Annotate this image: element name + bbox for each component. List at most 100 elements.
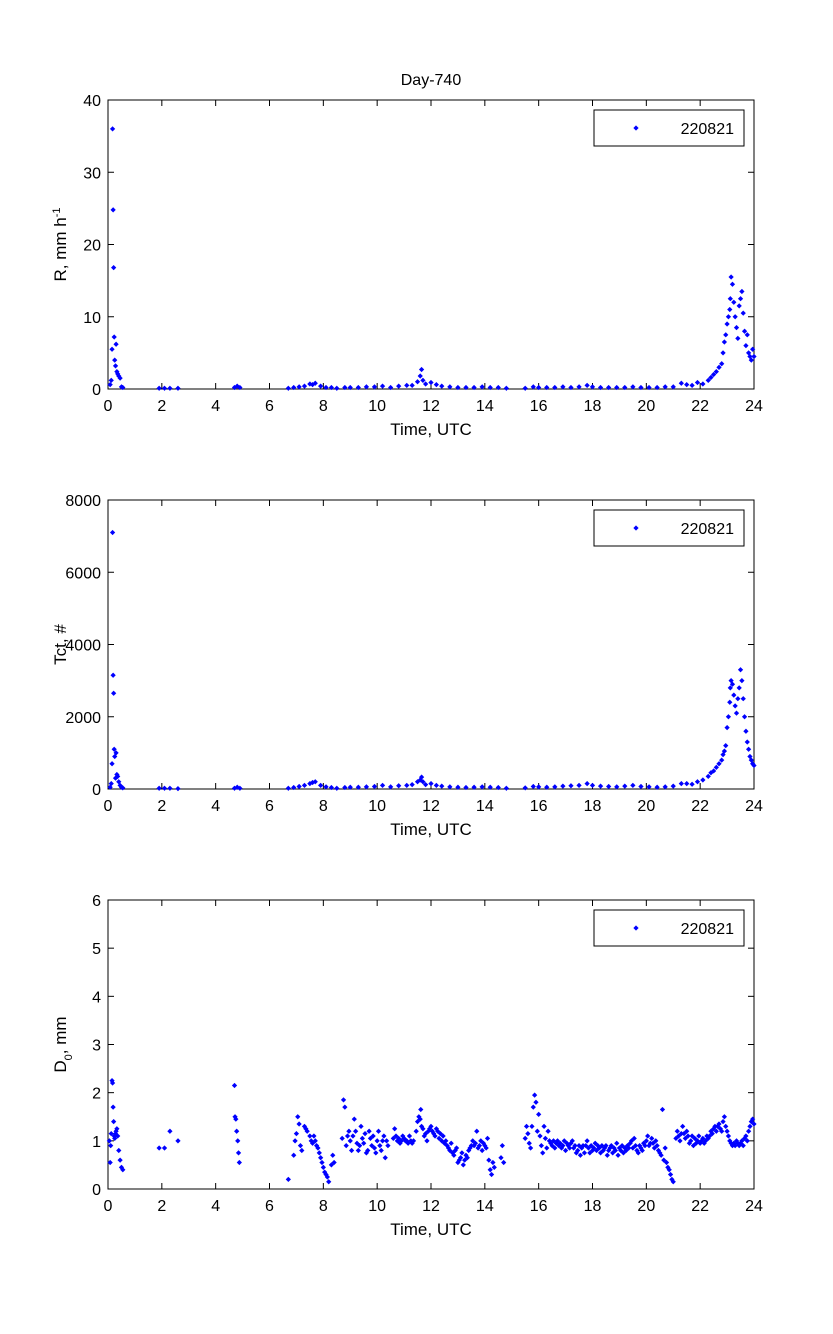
data-point — [293, 1130, 300, 1137]
data-point — [428, 1123, 434, 1130]
y-tick-label: 0 — [92, 782, 101, 799]
data-point — [736, 303, 742, 309]
data-point — [642, 1143, 648, 1149]
data-point — [115, 773, 121, 779]
data-point — [612, 1147, 619, 1154]
data-point — [614, 384, 620, 391]
data-point — [443, 1138, 449, 1144]
data-point — [659, 1106, 666, 1113]
data-point — [527, 1145, 534, 1151]
data-point — [377, 1143, 383, 1149]
data-point — [320, 1164, 326, 1170]
data-point — [700, 1135, 706, 1142]
data-point — [369, 1143, 375, 1149]
data-point — [529, 1123, 535, 1130]
x-tick-label: 22 — [691, 1198, 709, 1215]
data-point — [339, 1135, 345, 1142]
data-point — [747, 353, 753, 360]
data-point — [654, 384, 660, 391]
data-point — [544, 384, 550, 391]
data-point — [326, 1179, 332, 1185]
data-point — [623, 1147, 629, 1154]
data-point — [720, 752, 726, 758]
data-point — [584, 780, 590, 787]
data-point — [167, 785, 173, 791]
data-point — [688, 1138, 694, 1144]
data-point — [542, 1135, 549, 1142]
data-point — [116, 1147, 122, 1154]
data-point — [523, 1123, 530, 1130]
data-point — [235, 1150, 242, 1156]
y-tick-label: 4000 — [65, 638, 101, 655]
y-tick-label: 2 — [92, 1086, 101, 1103]
data-point — [737, 296, 744, 302]
data-point — [447, 384, 453, 390]
x-tick-label: 18 — [584, 798, 602, 815]
data-point — [684, 1128, 690, 1134]
x-tick-label: 10 — [368, 398, 386, 415]
data-point — [604, 1152, 610, 1158]
data-point — [630, 782, 636, 789]
data-point — [111, 746, 117, 752]
data-point — [161, 385, 168, 391]
data-point — [109, 529, 116, 536]
data-point — [334, 385, 340, 391]
x-tick-label: 2 — [157, 1198, 166, 1215]
data-point — [739, 1138, 745, 1144]
x-tick-label: 12 — [422, 1198, 440, 1215]
data-point — [108, 1143, 114, 1149]
data-point — [161, 1145, 168, 1151]
data-point — [301, 383, 308, 389]
data-point — [109, 346, 115, 352]
data-point — [713, 1128, 719, 1134]
data-point — [354, 1140, 360, 1146]
data-point — [719, 1128, 725, 1134]
data-point — [316, 1150, 322, 1156]
data-point — [463, 784, 469, 791]
data-point — [491, 1164, 497, 1170]
y-tick-label: 40 — [83, 93, 101, 110]
data-point — [453, 1145, 460, 1151]
data-point — [689, 781, 695, 787]
y-tick-label: 1 — [92, 1134, 101, 1151]
data-point — [606, 384, 612, 391]
data-point — [479, 384, 485, 390]
data-point — [428, 780, 434, 787]
data-point — [113, 750, 119, 756]
data-point — [620, 1150, 627, 1156]
x-tick-label: 16 — [530, 798, 548, 815]
data-point — [622, 384, 628, 391]
x-tick-label: 18 — [584, 1198, 602, 1215]
data-point — [422, 381, 429, 387]
legend-marker — [633, 125, 639, 131]
data-point — [375, 1128, 382, 1134]
data-point — [357, 1143, 363, 1149]
data-point — [577, 1152, 584, 1158]
data-point — [107, 1159, 113, 1166]
data-point — [292, 1138, 298, 1144]
data-point — [311, 1133, 317, 1139]
data-point — [428, 379, 434, 386]
data-point — [713, 764, 719, 770]
data-point — [112, 363, 119, 369]
data-point — [649, 1135, 655, 1142]
x-tick-label: 24 — [745, 1198, 763, 1215]
x-axis-label: Time, UTC — [390, 820, 472, 839]
data-point — [534, 1128, 540, 1134]
data-point — [318, 383, 324, 389]
data-point — [487, 784, 493, 790]
data-point — [569, 1138, 575, 1144]
data-point — [424, 1138, 430, 1144]
data-point — [719, 361, 725, 367]
data-point — [700, 777, 706, 783]
data-point — [544, 1145, 550, 1151]
data-point — [501, 1159, 507, 1166]
y-tick-label: 3 — [92, 1038, 101, 1055]
data-point — [115, 1133, 121, 1139]
data-point — [690, 1143, 697, 1149]
data-point — [110, 1104, 116, 1110]
data-point — [702, 1138, 709, 1144]
data-point — [111, 1118, 117, 1125]
data-point — [739, 288, 745, 295]
x-axis-ticks: 0 2 4 6 8 10 12 14 16 18 20 22 24 — [104, 900, 763, 1215]
